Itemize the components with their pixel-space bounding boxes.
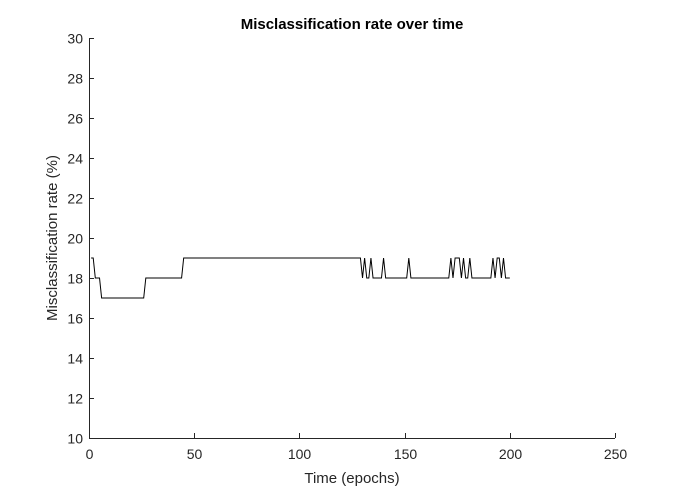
y-tick-label: 28 [67,71,83,87]
y-tick-label: 24 [67,151,83,167]
x-tick-label: 100 [288,446,312,462]
y-tick-label: 14 [67,351,83,367]
y-tick-label: 18 [67,271,83,287]
x-tick-label: 150 [394,446,418,462]
y-tick-label: 20 [67,231,83,247]
series-line [91,257,510,299]
x-tick-label: 0 [86,446,94,462]
x-tick-label: 250 [604,446,628,462]
y-tick-label: 12 [67,391,83,407]
x-tick-label: 50 [187,446,203,462]
plot-background [89,38,615,438]
plot-area: 0 50 100 150 200 250 10 12 14 16 18 20 22 24 26 28 30 [67,31,627,463]
series-group [91,257,510,299]
y-tick-label: 10 [67,431,83,447]
x-axis: 0 50 100 150 200 250 [86,433,628,462]
y-axis-label: Misclassification rate (%) [44,155,61,321]
y-tick-label: 16 [67,311,83,327]
y-tick-label: 22 [67,191,83,207]
y-tick-label: 26 [67,111,83,127]
x-axis-label: Time (epochs) [304,470,399,487]
y-axis: 10 12 14 16 18 20 22 24 26 28 30 [67,31,94,447]
x-tick-label: 200 [499,446,523,462]
y-tick-label: 30 [67,31,83,47]
chart-title: Misclassification rate over time [241,16,464,33]
